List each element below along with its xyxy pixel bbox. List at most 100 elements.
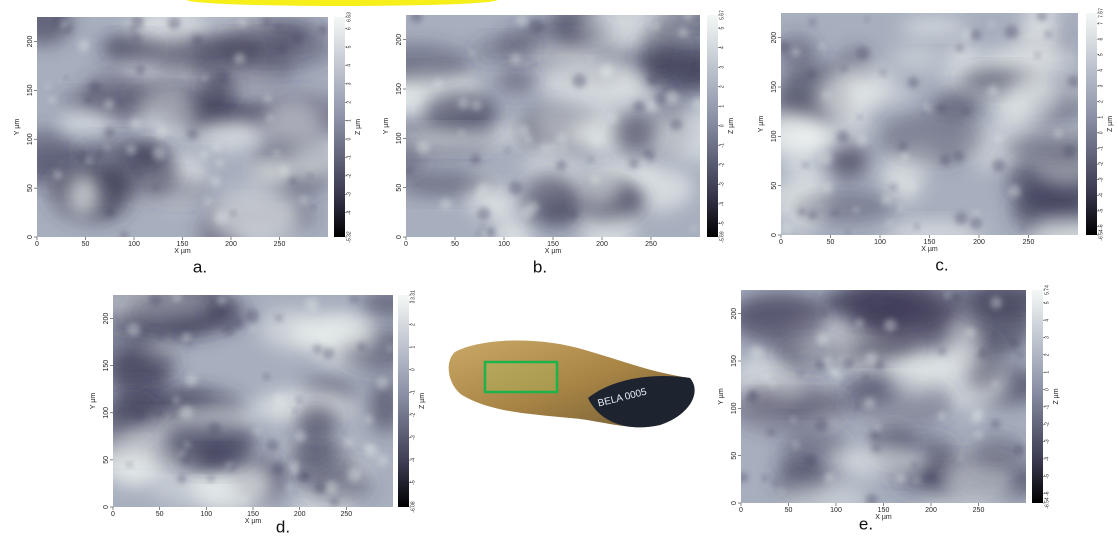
z-tick-label: -2 [410, 412, 416, 417]
speckle [696, 29, 700, 34]
speckle [104, 206, 116, 218]
texture [494, 217, 534, 237]
x-tick-label: 0 [404, 241, 408, 248]
speckle [815, 359, 826, 371]
speckle [994, 134, 1003, 143]
x-tick-label: 250 [973, 507, 985, 514]
speckle [294, 430, 306, 443]
speckle [64, 76, 69, 81]
speckle [1063, 144, 1076, 158]
speckle [266, 439, 279, 452]
speckle [588, 156, 594, 163]
speckle [76, 150, 89, 164]
speckle [807, 69, 816, 78]
speckle [149, 295, 162, 306]
speckle [816, 333, 829, 346]
speckle [988, 21, 995, 28]
y-tick-label: 200 [396, 34, 403, 46]
speckle [119, 230, 129, 237]
z-tick-label: -2 [1098, 162, 1104, 167]
speckle [1068, 54, 1073, 59]
z-tick-label: -6.08 [410, 501, 416, 513]
speckle [153, 184, 159, 191]
speckle [249, 325, 256, 332]
texture [879, 111, 984, 166]
speckle [470, 154, 481, 165]
z-tick-label: 0 [1044, 388, 1050, 391]
z-tick-label: -1 [719, 143, 725, 148]
speckle [142, 17, 150, 23]
x-tick-label: 100 [128, 241, 140, 248]
speckle [324, 480, 338, 495]
speckle [970, 412, 982, 424]
speckle [350, 295, 359, 304]
speckle [202, 74, 209, 81]
speckle [818, 151, 833, 166]
z-tick-label: -5 [1044, 474, 1050, 479]
speckle [212, 144, 221, 152]
z-tick-label: -5 [410, 480, 416, 485]
speckle [895, 331, 901, 336]
speckle [923, 104, 931, 113]
speckle [922, 110, 928, 116]
speckle [741, 472, 748, 483]
speckle [508, 181, 523, 196]
y-tick-label: 100 [103, 407, 110, 419]
z-tick-label: -3 [410, 435, 416, 440]
speckle [915, 477, 921, 483]
speckle [969, 217, 982, 230]
z-tick-label: 5.67 [719, 10, 725, 20]
speckle [266, 114, 274, 122]
y-tick-label: 0 [771, 233, 778, 237]
z-tick-label: 3 [719, 66, 725, 69]
speckle [231, 316, 245, 330]
speckle [275, 314, 283, 322]
speckle [410, 15, 423, 23]
z-tick-label: 7 [1098, 22, 1104, 25]
texture [792, 190, 897, 224]
speckle [818, 43, 825, 50]
z-tick-label: 2 [719, 85, 725, 88]
speckle [822, 91, 830, 99]
speckle [874, 298, 884, 308]
speckle [991, 332, 996, 337]
speckle [249, 44, 257, 52]
speckle [185, 374, 198, 387]
x-tick-label: 200 [294, 511, 306, 518]
speckle [208, 422, 221, 435]
speckle [416, 140, 431, 155]
z-tick-label: 2 [346, 101, 352, 104]
speckle [792, 441, 800, 449]
speckle [278, 165, 291, 177]
y-tick-label: 50 [103, 456, 110, 464]
speckle [288, 177, 297, 186]
speckle [183, 441, 191, 448]
z-tick-label: -2 [346, 173, 352, 178]
speckle [781, 222, 793, 235]
colorbar [398, 295, 409, 507]
z-tick-label: 4 [346, 64, 352, 67]
speckle [572, 73, 587, 88]
speckle [864, 17, 870, 22]
y-tick-label: 200 [731, 308, 738, 320]
x-tick-label: 200 [596, 241, 608, 248]
speckle [55, 19, 63, 27]
z-axis-label: Z µm [1107, 116, 1114, 132]
z-tick-label: -4 [1098, 193, 1104, 198]
texture [207, 190, 302, 237]
speckle [476, 230, 483, 236]
z-tick-label: 5.74 [1044, 285, 1050, 295]
texture [368, 378, 393, 434]
speckle [683, 15, 693, 21]
speckle [872, 444, 881, 453]
speckle [895, 473, 906, 484]
height-map-panel: 0 50 100 150 200 250 0 50 100 150 200 X µm Y µm -6.08… [90, 290, 426, 537]
speckle [311, 305, 317, 312]
texture [207, 304, 241, 322]
y-tick-label: 100 [731, 402, 738, 414]
speckle [171, 413, 177, 419]
y-axis-label: Y µm [758, 116, 765, 133]
speckle [985, 290, 992, 295]
z-tick-label: -3 [346, 192, 352, 197]
